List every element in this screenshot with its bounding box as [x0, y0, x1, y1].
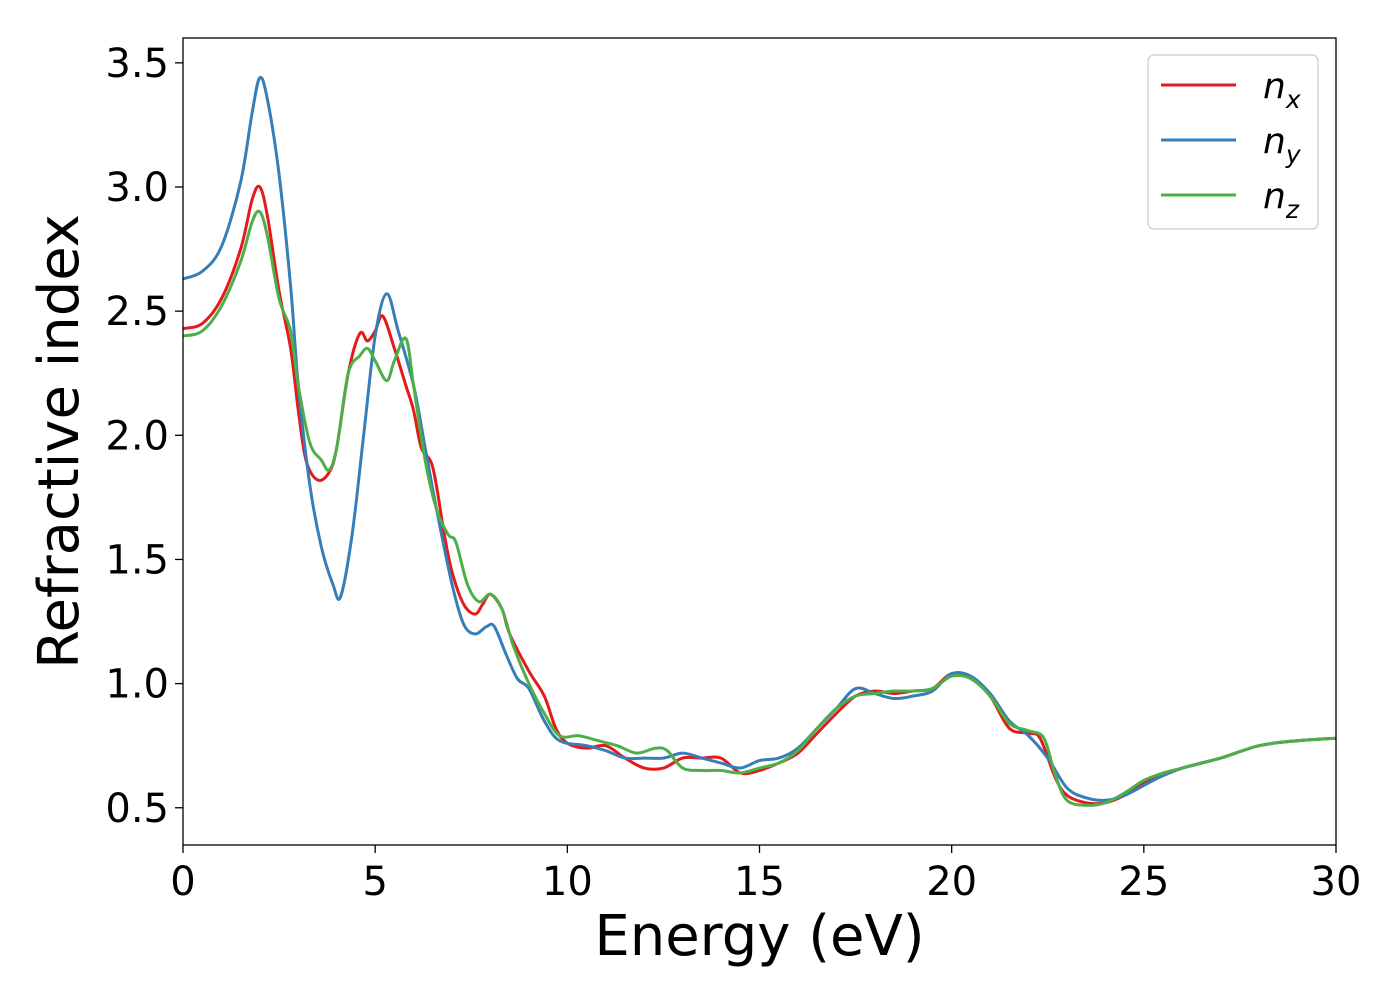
legend-label: ny [1263, 121, 1302, 169]
x-tick-label: 5 [362, 859, 387, 905]
series-layer [183, 75, 1336, 807]
x-tick-label: 25 [1118, 859, 1169, 905]
y-tick-label: 1.5 [105, 537, 169, 583]
y-axis: 0.5 1.0 1.5 2.0 2.5 3.0 3.5 [105, 41, 183, 832]
y-tick-label: 3.0 [105, 165, 169, 211]
legend-box [1147, 54, 1319, 230]
y-tick-label: 3.5 [105, 41, 169, 87]
legend-label: nz [1263, 176, 1300, 224]
legend-label: nx [1263, 66, 1301, 114]
series-line-nz [183, 209, 1336, 807]
legend: nx ny nz [1147, 54, 1319, 230]
x-tick-label: 0 [170, 859, 195, 905]
x-tick-label: 20 [926, 859, 977, 905]
y-axis-title: Refractive index [27, 214, 92, 669]
legend-item-ny: ny [1161, 121, 1302, 169]
x-tick-label: 10 [542, 859, 593, 905]
x-tick-label: 30 [1311, 859, 1362, 905]
legend-item-nz: nz [1161, 176, 1300, 224]
series-line-ny [183, 75, 1336, 802]
x-axis-title: Energy (eV) [594, 904, 924, 969]
legend-item-nx: nx [1161, 66, 1301, 114]
y-tick-label: 0.5 [105, 786, 169, 832]
x-axis: 0 5 10 15 20 25 30 [170, 845, 1361, 905]
series-line-nx [183, 184, 1336, 806]
x-tick-label: 15 [734, 859, 785, 905]
y-tick-label: 2.0 [105, 413, 169, 459]
y-tick-label: 2.5 [105, 289, 169, 335]
y-tick-label: 1.0 [105, 662, 169, 708]
